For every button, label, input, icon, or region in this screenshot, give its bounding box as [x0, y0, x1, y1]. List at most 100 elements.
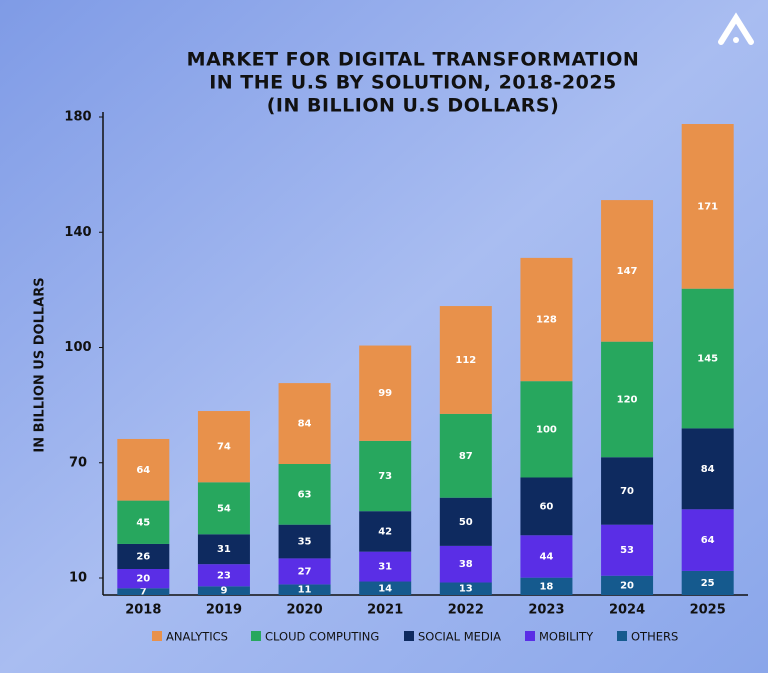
data-label: 128 [536, 315, 557, 326]
data-label: 60 [539, 501, 553, 512]
y-tick-label: 10 [69, 571, 87, 586]
data-label: 20 [620, 580, 634, 591]
x-tick-label: 2021 [367, 603, 403, 618]
bar-segment [520, 577, 573, 595]
data-label: 147 [617, 266, 638, 277]
bar-segment [520, 477, 573, 536]
legend-swatch [617, 631, 627, 641]
legend-swatch [251, 631, 261, 641]
data-label: 27 [298, 566, 312, 577]
data-label: 20 [136, 574, 150, 585]
data-label: 64 [136, 465, 150, 476]
x-tick-label: 2024 [609, 603, 645, 618]
bar-segment [359, 581, 412, 595]
y-tick-label: 180 [64, 110, 91, 125]
data-label: 120 [617, 394, 638, 405]
bar-segment [439, 545, 492, 583]
chart-title: MARKET FOR DIGITAL TRANSFORMATION [187, 49, 640, 71]
bar-segment [601, 575, 654, 595]
bar-segment [278, 558, 331, 585]
data-label: 70 [620, 486, 634, 497]
legend-swatch [152, 631, 162, 641]
x-tick-label: 2018 [125, 603, 161, 618]
data-label: 7 [140, 587, 147, 598]
data-label: 171 [697, 201, 718, 212]
data-label: 73 [378, 471, 392, 482]
bar-segment [278, 383, 331, 465]
legend-swatch [525, 631, 535, 641]
data-label: 18 [539, 581, 553, 592]
legend-label: MOBILITY [539, 630, 594, 644]
bar-segment [197, 534, 250, 565]
legend-label: CLOUD COMPUTING [265, 630, 379, 644]
data-label: 145 [697, 354, 718, 365]
bar-segment [520, 381, 573, 478]
bar-segment [278, 524, 331, 559]
bar-segment [359, 440, 412, 512]
y-tick-label: 70 [69, 455, 87, 470]
bar-segment [601, 524, 654, 576]
data-label: 45 [136, 517, 150, 528]
bar-segment [359, 511, 412, 552]
chart-title: IN THE U.S BY SOLUTION, 2018-2025 [209, 72, 617, 94]
bar-segment [359, 551, 412, 582]
data-label: 50 [459, 517, 473, 528]
bar-segment [117, 588, 170, 595]
data-label: 13 [459, 584, 473, 595]
bar-segment [197, 586, 250, 595]
x-tick-label: 2019 [206, 603, 242, 618]
bar-segment [197, 564, 250, 587]
x-tick-label: 2022 [448, 603, 484, 618]
legend-label: OTHERS [631, 630, 678, 644]
bar-segment [681, 509, 734, 571]
data-label: 99 [378, 388, 392, 399]
data-label: 14 [378, 583, 392, 594]
bar-segment [197, 482, 250, 535]
data-label: 63 [298, 489, 312, 500]
legend-label: ANALYTICS [166, 630, 228, 644]
bar-segment [439, 582, 492, 595]
bar-segment [681, 570, 734, 595]
data-label: 35 [298, 537, 312, 548]
bar-segment [359, 345, 412, 441]
data-label: 84 [298, 419, 312, 430]
legend-swatch [404, 631, 414, 641]
bar-segment [601, 341, 654, 458]
data-label: 100 [536, 424, 557, 435]
data-label: 84 [701, 464, 715, 475]
bar-segment [681, 428, 734, 510]
data-label: 54 [217, 503, 231, 514]
data-label: 87 [459, 451, 473, 462]
data-label: 53 [620, 545, 634, 556]
chart-title: (IN BILLION U.S DOLLARS) [267, 95, 560, 117]
bar-segment [681, 124, 734, 289]
bar-segment [520, 257, 573, 382]
legend-label: SOCIAL MEDIA [418, 630, 501, 644]
data-label: 31 [217, 544, 231, 555]
data-label: 11 [298, 585, 312, 596]
data-label: 42 [378, 526, 392, 537]
data-label: 23 [217, 570, 231, 581]
bar-segment [117, 568, 170, 589]
data-label: 26 [136, 551, 150, 562]
logo [718, 12, 754, 45]
bar-segment [117, 500, 170, 544]
x-tick-label: 2025 [690, 603, 726, 618]
bar-segment [278, 464, 331, 525]
bar-segment [439, 306, 492, 414]
bar-segment [681, 288, 734, 429]
bar-segment [117, 438, 170, 501]
data-label: 74 [217, 442, 231, 453]
y-tick-label: 100 [64, 340, 91, 355]
data-label: 64 [701, 535, 715, 546]
x-tick-label: 2023 [528, 603, 564, 618]
data-label: 9 [220, 586, 227, 597]
bar-segment [439, 413, 492, 498]
bar-segment [601, 457, 654, 525]
bar-segment [278, 584, 331, 595]
y-axis-label: IN BILLION US DOLLARS [33, 277, 48, 452]
bar-segment [117, 543, 170, 569]
bar-segment [520, 535, 573, 578]
data-label: 44 [539, 551, 553, 562]
